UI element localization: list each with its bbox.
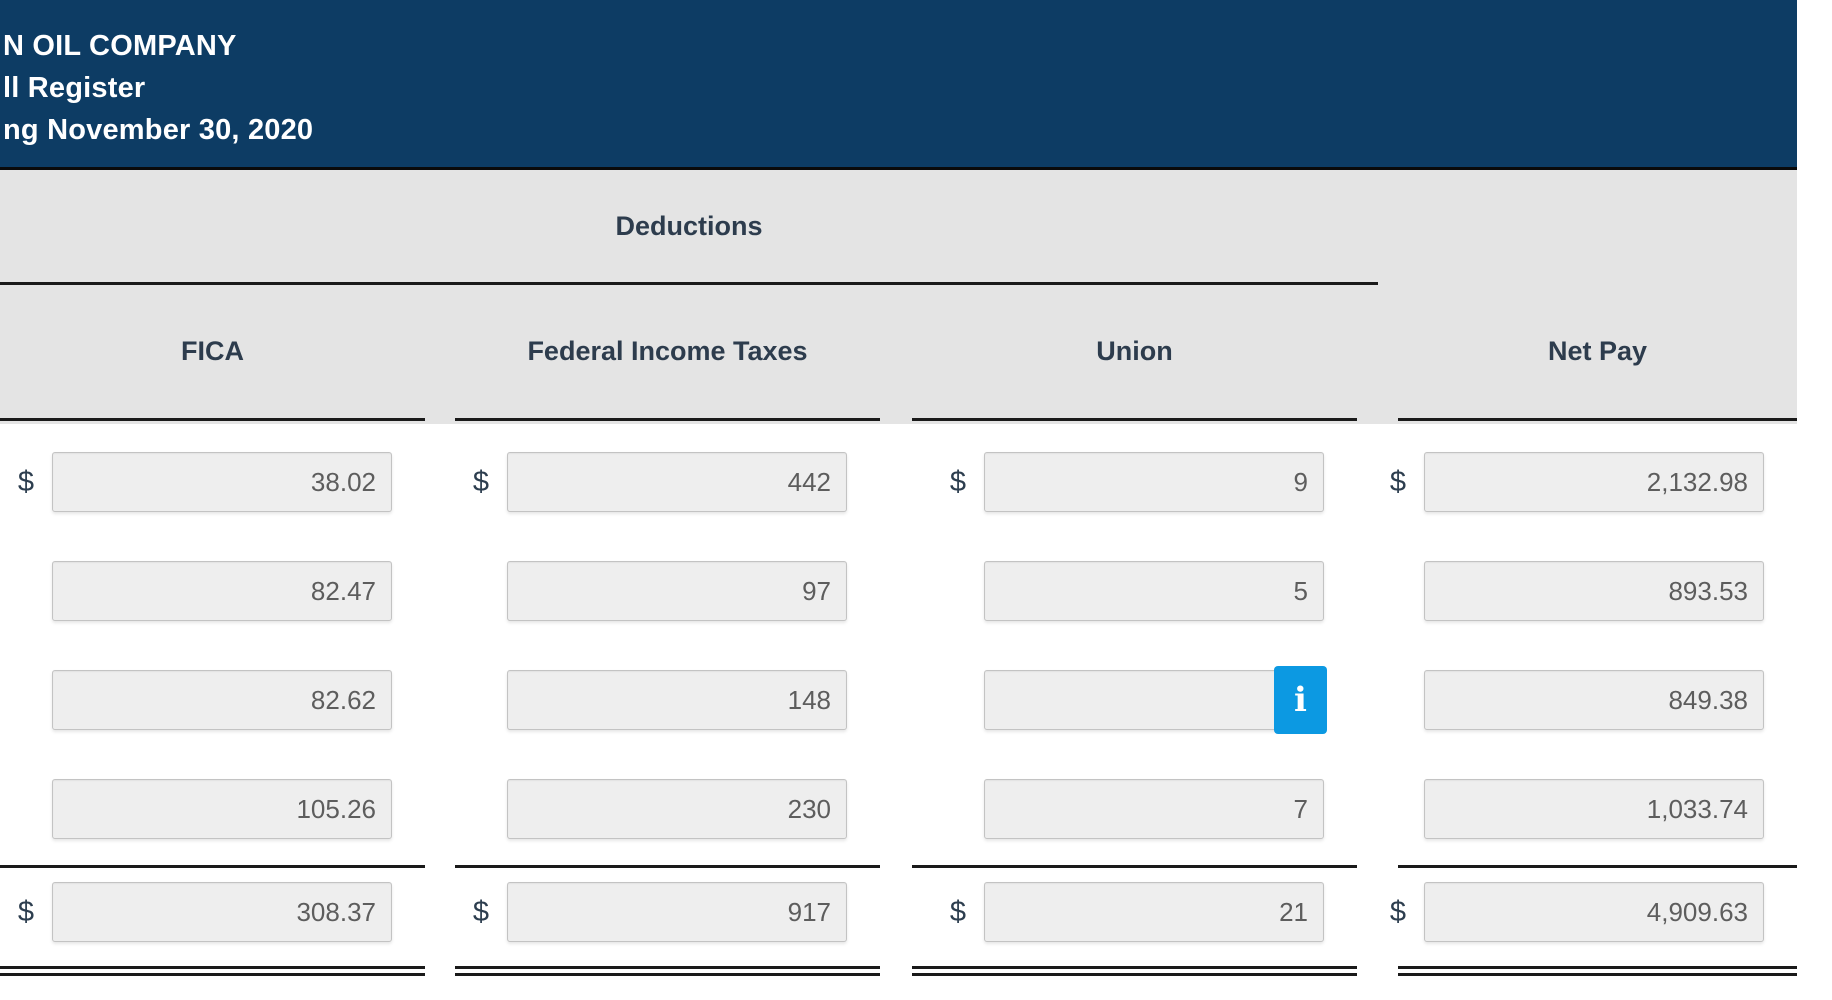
cell-fica-row-4: [0, 779, 425, 839]
union-total-input[interactable]: [984, 882, 1324, 942]
table-row: [0, 779, 1797, 839]
cell-union-row-3: i: [912, 666, 1357, 734]
deductions-label: Deductions: [615, 210, 763, 241]
federal-income-taxes-input-row-2[interactable]: [507, 561, 847, 621]
cell-net-pay-total: $: [1390, 882, 1797, 942]
table-row: $ $ $ $: [0, 452, 1797, 512]
table-body: $ $ $ $: [0, 452, 1797, 976]
table-header-band: Deductions FICA Federal Income Taxes Uni…: [0, 170, 1797, 424]
federal-income-taxes-total-input[interactable]: [507, 882, 847, 942]
net-pay-input-row-2[interactable]: [1424, 561, 1764, 621]
table-row: i: [0, 666, 1797, 734]
subtotal-rule-row: [0, 865, 1797, 868]
cell-federal-row-2: [455, 561, 880, 621]
info-icon: i: [1294, 680, 1307, 720]
column-header-net-pay: Net Pay: [1398, 285, 1797, 421]
divider: [1398, 865, 1797, 868]
federal-income-taxes-input-row-3[interactable]: [507, 670, 847, 730]
net-pay-input-row-1[interactable]: [1424, 452, 1764, 512]
union-input-row-4[interactable]: [984, 779, 1324, 839]
dollar-sign: $: [1389, 896, 1406, 928]
company-name: N OIL COMPANY: [3, 30, 237, 62]
deductions-group-header: Deductions: [0, 170, 1378, 285]
cell-federal-row-1: $: [455, 452, 880, 512]
divider: [0, 966, 425, 976]
cell-fica-row-1: $: [0, 452, 425, 512]
totals-row: $ $ $ $: [0, 882, 1797, 942]
divider: [912, 966, 1357, 976]
net-pay-total-input[interactable]: [1424, 882, 1764, 942]
cell-union-row-4: [912, 779, 1357, 839]
union-input-row-3[interactable]: [984, 670, 1324, 730]
report-title: ll Register: [3, 72, 146, 104]
cell-union-row-2: [912, 561, 1357, 621]
column-header-fica: FICA: [0, 285, 425, 421]
dollar-sign: $: [1389, 466, 1406, 498]
column-header-row: FICA Federal Income Taxes Union Net Pay: [0, 285, 1797, 421]
cell-fica-total: $: [0, 882, 425, 942]
net-pay-input-row-4[interactable]: [1424, 779, 1764, 839]
divider: [1398, 966, 1797, 976]
report-period: ng November 30, 2020: [3, 114, 314, 146]
fica-input-row-4[interactable]: [52, 779, 392, 839]
divider: [912, 865, 1357, 868]
dollar-sign: $: [17, 466, 34, 498]
union-input-row-1[interactable]: [984, 452, 1324, 512]
dollar-sign: $: [949, 896, 966, 928]
column-header-federal-income-taxes: Federal Income Taxes: [455, 285, 880, 421]
union-input-row-2[interactable]: [984, 561, 1324, 621]
cell-union-row-1: $: [912, 452, 1357, 512]
divider: [455, 865, 880, 868]
fica-input-row-2[interactable]: [52, 561, 392, 621]
table-row: [0, 561, 1797, 621]
cell-union-total: $: [912, 882, 1357, 942]
divider: [0, 865, 425, 868]
federal-income-taxes-input-row-4[interactable]: [507, 779, 847, 839]
dollar-sign: $: [17, 896, 34, 928]
union-info-button[interactable]: i: [1274, 666, 1327, 734]
cell-federal-row-4: [455, 779, 880, 839]
cell-federal-row-3: [455, 670, 880, 730]
cell-net-pay-row-2: [1398, 561, 1797, 621]
cell-net-pay-row-1: $: [1390, 452, 1797, 512]
cell-net-pay-row-3: [1398, 670, 1797, 730]
cell-fica-row-2: [0, 561, 425, 621]
divider: [455, 966, 880, 976]
fica-input-row-1[interactable]: [52, 452, 392, 512]
federal-income-taxes-input-row-1[interactable]: [507, 452, 847, 512]
cell-net-pay-row-4: [1398, 779, 1797, 839]
union-input-wrap-row-3: i: [984, 666, 1327, 734]
title-band: N OIL COMPANY ll Register ng November 30…: [0, 0, 1797, 170]
column-header-union: Union: [912, 285, 1357, 421]
cell-fica-row-3: [0, 670, 425, 730]
fica-total-input[interactable]: [52, 882, 392, 942]
dollar-sign: $: [472, 466, 489, 498]
net-pay-input-row-3[interactable]: [1424, 670, 1764, 730]
cell-federal-total: $: [455, 882, 880, 942]
dollar-sign: $: [472, 896, 489, 928]
fica-input-row-3[interactable]: [52, 670, 392, 730]
grand-total-rule-row: [0, 966, 1797, 976]
dollar-sign: $: [949, 466, 966, 498]
